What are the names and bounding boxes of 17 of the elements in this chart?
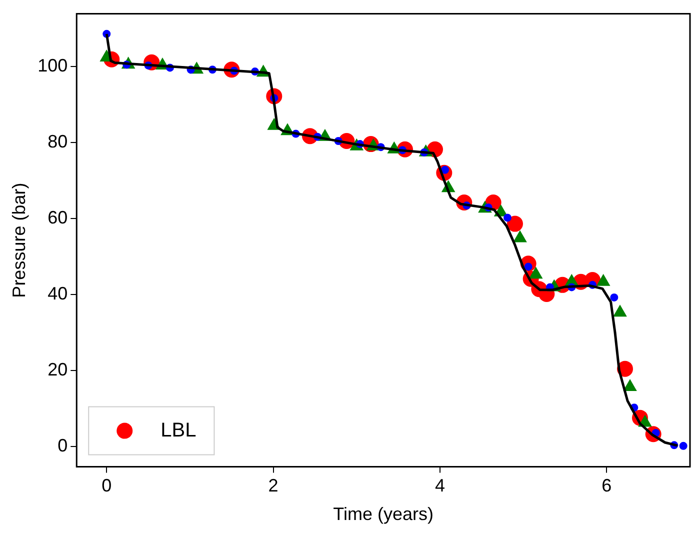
y-tick-label: 0 [58, 435, 68, 456]
x-tick-label: 0 [102, 476, 112, 496]
y-tick-label: 100 [38, 56, 68, 76]
x-axis-title: Time (years) [333, 504, 434, 524]
x-tick-label: 6 [602, 476, 612, 496]
y-tick-label: 20 [48, 359, 68, 380]
point [506, 216, 523, 232]
legend-label: LBL [160, 419, 196, 442]
point [503, 214, 512, 222]
point [610, 293, 618, 302]
x-tick-label: 4 [434, 476, 445, 496]
y-tick-label: 80 [48, 131, 68, 152]
x-tick-label: 2 [268, 476, 278, 496]
y-tick-label: 60 [48, 207, 68, 228]
y-axis-title: Pressure (bar) [8, 182, 29, 298]
point [679, 442, 688, 450]
y-tick-label: 40 [48, 283, 68, 304]
